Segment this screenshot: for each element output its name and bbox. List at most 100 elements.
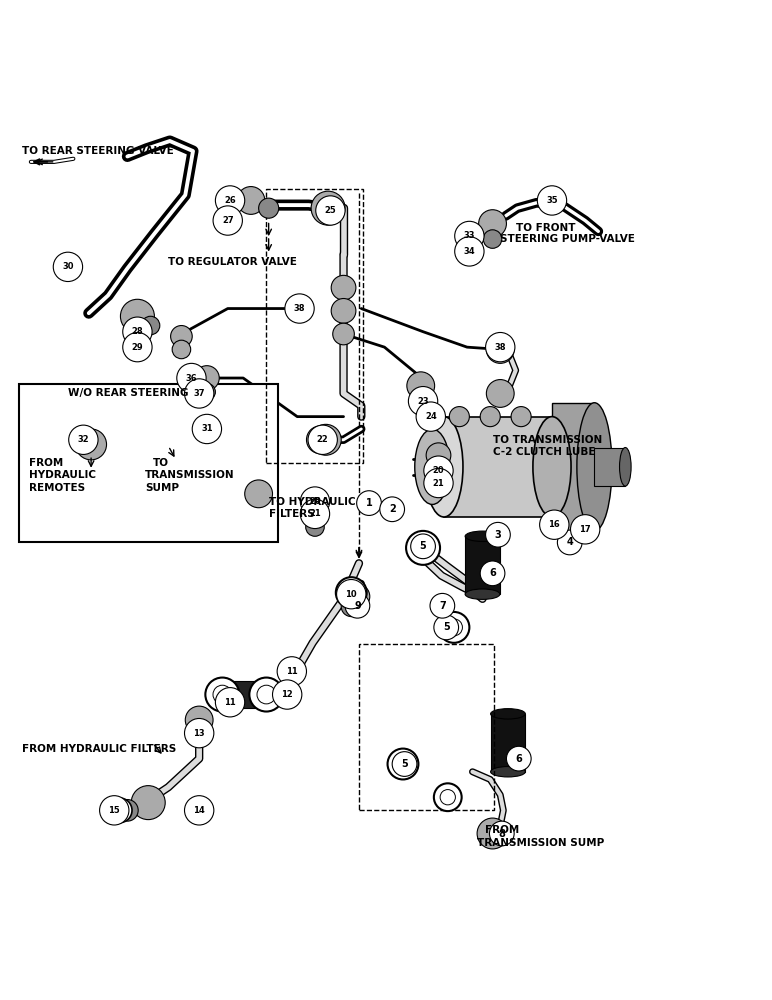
Bar	[594, 448, 625, 486]
Text: 27: 27	[222, 216, 234, 225]
Text: REMOTES: REMOTES	[29, 483, 86, 493]
Circle shape	[205, 678, 239, 712]
Circle shape	[343, 584, 360, 601]
Circle shape	[198, 383, 215, 400]
Circle shape	[380, 497, 405, 522]
Circle shape	[506, 746, 531, 771]
Circle shape	[424, 456, 453, 485]
Circle shape	[300, 487, 330, 516]
Text: FILTERS: FILTERS	[269, 509, 314, 519]
Text: 35: 35	[546, 196, 558, 205]
Circle shape	[414, 392, 432, 410]
Circle shape	[479, 210, 506, 238]
Circle shape	[215, 186, 245, 215]
Bar	[465, 536, 500, 594]
Text: 30: 30	[63, 262, 73, 271]
Circle shape	[69, 425, 98, 454]
Circle shape	[285, 294, 314, 323]
Circle shape	[331, 299, 356, 323]
Text: FROM: FROM	[29, 458, 63, 468]
Circle shape	[480, 407, 500, 427]
Circle shape	[440, 790, 455, 805]
Circle shape	[131, 786, 165, 820]
Circle shape	[195, 366, 219, 390]
Circle shape	[511, 407, 531, 427]
Text: 12: 12	[281, 690, 293, 699]
Circle shape	[308, 425, 337, 454]
Circle shape	[120, 299, 154, 333]
Text: 17: 17	[579, 525, 591, 534]
Text: 32: 32	[77, 435, 90, 444]
Text: 38: 38	[495, 343, 506, 352]
Circle shape	[273, 680, 302, 709]
Circle shape	[107, 798, 132, 823]
Text: 5: 5	[420, 541, 426, 551]
Bar	[552, 403, 594, 531]
Circle shape	[477, 818, 508, 849]
Text: 5: 5	[401, 759, 408, 769]
Text: W/O REAR STEERING: W/O REAR STEERING	[68, 388, 188, 398]
Circle shape	[300, 499, 330, 529]
Text: 5: 5	[443, 622, 449, 632]
Text: 20: 20	[309, 497, 321, 506]
Circle shape	[333, 323, 354, 345]
Text: 9: 9	[354, 601, 361, 611]
Text: 4: 4	[567, 537, 573, 547]
Text: 31: 31	[201, 424, 213, 433]
Text: 11: 11	[286, 667, 298, 676]
Circle shape	[483, 230, 502, 248]
Text: 34: 34	[463, 247, 476, 256]
Circle shape	[306, 426, 334, 454]
Circle shape	[213, 685, 232, 704]
Circle shape	[100, 796, 129, 825]
Ellipse shape	[619, 448, 631, 486]
Text: 3: 3	[495, 530, 501, 540]
Text: 36: 36	[185, 374, 198, 383]
Circle shape	[406, 531, 440, 565]
Circle shape	[416, 402, 445, 431]
Ellipse shape	[465, 531, 500, 541]
Circle shape	[245, 480, 273, 508]
Circle shape	[455, 221, 484, 251]
Text: 33: 33	[464, 231, 475, 240]
Ellipse shape	[533, 417, 571, 517]
Text: 16: 16	[548, 520, 560, 529]
Circle shape	[123, 317, 152, 346]
Circle shape	[424, 468, 453, 498]
Circle shape	[310, 424, 341, 455]
Text: 13: 13	[193, 729, 205, 738]
Text: 26: 26	[224, 196, 236, 205]
Text: 20: 20	[432, 466, 445, 475]
Bar	[220, 681, 274, 708]
Circle shape	[445, 619, 462, 636]
Circle shape	[411, 534, 435, 559]
Circle shape	[331, 275, 356, 300]
Text: 2: 2	[389, 504, 395, 514]
Circle shape	[185, 796, 214, 825]
Bar	[19, 384, 278, 542]
Circle shape	[434, 615, 459, 640]
Text: FROM: FROM	[485, 825, 519, 835]
Ellipse shape	[491, 767, 525, 777]
Circle shape	[237, 187, 265, 214]
Circle shape	[449, 407, 469, 427]
Circle shape	[557, 530, 582, 555]
Text: FROM HYDRAULIC FILTERS: FROM HYDRAULIC FILTERS	[22, 744, 176, 754]
Circle shape	[486, 380, 514, 407]
Text: 15: 15	[108, 806, 120, 815]
Circle shape	[345, 584, 370, 609]
Text: 1: 1	[366, 498, 372, 508]
Circle shape	[414, 539, 432, 557]
Text: 28: 28	[131, 327, 144, 336]
Bar	[274, 685, 293, 704]
Circle shape	[123, 332, 152, 362]
Ellipse shape	[491, 709, 525, 719]
Ellipse shape	[415, 429, 450, 504]
Circle shape	[117, 800, 138, 821]
Circle shape	[53, 252, 83, 282]
Circle shape	[76, 429, 107, 460]
Circle shape	[438, 612, 469, 643]
Circle shape	[537, 186, 567, 215]
Circle shape	[185, 706, 213, 734]
Circle shape	[430, 593, 455, 618]
